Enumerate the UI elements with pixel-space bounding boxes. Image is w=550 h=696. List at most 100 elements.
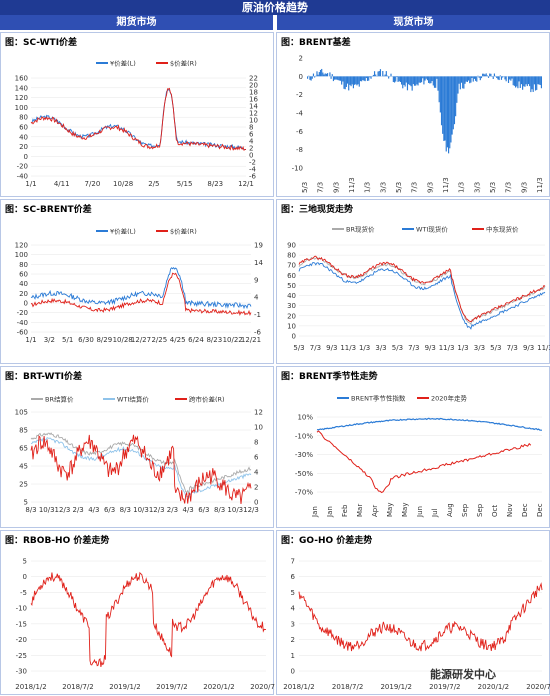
basis-bar bbox=[456, 76, 457, 103]
y-tick-label: -70% bbox=[295, 489, 313, 497]
basis-bar bbox=[368, 76, 369, 80]
x-tick-label: 2020/7/2 bbox=[526, 683, 550, 691]
basis-bar bbox=[323, 74, 324, 76]
basis-bar bbox=[443, 76, 444, 141]
basis-bar bbox=[497, 76, 498, 79]
basis-bar bbox=[374, 71, 375, 76]
y2-tick-label: 6 bbox=[254, 454, 259, 462]
y-tick-label: 40 bbox=[19, 133, 28, 141]
x-tick-label: 9/3 bbox=[523, 344, 534, 352]
basis-bar bbox=[502, 76, 503, 77]
x-tick-label: 7/3 bbox=[408, 344, 419, 352]
basis-bar bbox=[513, 76, 514, 85]
basis-bar bbox=[510, 76, 511, 80]
x-tick-label: 4/25 bbox=[170, 336, 186, 344]
basis-bar bbox=[401, 76, 402, 84]
basis-bar bbox=[430, 76, 431, 83]
y-tick-label: 45 bbox=[19, 463, 28, 471]
basis-bar bbox=[354, 76, 355, 84]
x-tick-label: 11/3 bbox=[348, 177, 356, 193]
y-tick-label: 7 bbox=[291, 558, 295, 566]
basis-bar bbox=[466, 76, 467, 81]
futures-section-header: 期货市场 bbox=[0, 15, 273, 30]
x-tick-label: 10/3 bbox=[39, 506, 55, 514]
basis-bar bbox=[457, 76, 458, 93]
basis-bar bbox=[406, 76, 407, 82]
basis-bar bbox=[541, 76, 542, 88]
basis-bar bbox=[461, 76, 462, 82]
basis-bar bbox=[434, 76, 435, 87]
y-tick-label: 5 bbox=[23, 558, 27, 566]
x-tick-label: 8/29 bbox=[96, 336, 112, 344]
basis-bar bbox=[540, 76, 541, 85]
basis-bar bbox=[415, 76, 416, 85]
x-tick-label: 11/3 bbox=[536, 177, 544, 193]
basis-bar bbox=[365, 76, 366, 81]
basis-bar bbox=[347, 76, 348, 83]
basis-bar bbox=[506, 76, 507, 81]
y-tick-label: -5 bbox=[20, 589, 27, 597]
basis-bar bbox=[311, 76, 312, 80]
basis-bar bbox=[407, 76, 408, 90]
x-tick-label: 8/3 bbox=[214, 506, 225, 514]
basis-bar bbox=[409, 76, 410, 85]
y-tick-label: 2 bbox=[299, 55, 303, 63]
x-tick-label: 8/23 bbox=[206, 336, 222, 344]
basis-bar bbox=[423, 76, 424, 84]
basis-bar bbox=[309, 76, 310, 80]
y-tick-label: 1 bbox=[291, 652, 295, 660]
x-tick-label: 6/24 bbox=[188, 336, 204, 344]
basis-bar bbox=[338, 76, 339, 80]
basis-bar bbox=[412, 76, 413, 90]
x-tick-label: 11/3 bbox=[439, 344, 455, 352]
basis-bar bbox=[459, 76, 460, 83]
basis-bar bbox=[315, 76, 316, 77]
basis-bar bbox=[449, 76, 450, 148]
x-tick-label: 4/3 bbox=[88, 506, 99, 514]
basis-bar bbox=[403, 76, 404, 85]
basis-bar bbox=[516, 76, 517, 86]
basis-bar bbox=[321, 69, 322, 76]
x-tick-label: Aug bbox=[446, 503, 454, 517]
basis-bar bbox=[325, 73, 326, 76]
basis-bar bbox=[379, 71, 380, 76]
legend-label: ¥价差(L) bbox=[110, 59, 136, 68]
basis-bar bbox=[531, 76, 532, 89]
y-tick-label: 140 bbox=[15, 84, 28, 92]
series-line-go-ho bbox=[299, 584, 542, 651]
y-tick-label: -20 bbox=[17, 163, 28, 171]
basis-bar bbox=[528, 76, 529, 84]
x-tick-label: 7/3 bbox=[507, 344, 518, 352]
basis-bar bbox=[312, 76, 313, 78]
x-tick-label: Jul bbox=[431, 508, 439, 518]
y-tick-label: 120 bbox=[15, 242, 28, 250]
basis-bar bbox=[493, 76, 494, 79]
y-tick-label: 3 bbox=[291, 620, 295, 628]
x-tick-label: 12/3 bbox=[55, 506, 71, 514]
basis-bar bbox=[327, 73, 328, 76]
x-tick-label: 6/30 bbox=[78, 336, 94, 344]
basis-bar bbox=[536, 76, 537, 90]
basis-bar bbox=[417, 76, 418, 85]
basis-bar bbox=[414, 76, 415, 85]
basis-bar bbox=[450, 76, 451, 142]
legend-label: BRENT季节性指数 bbox=[351, 394, 406, 403]
x-tick-label: 10/22 bbox=[223, 336, 243, 344]
basis-bar bbox=[489, 74, 490, 77]
y-tick-label: 5 bbox=[291, 589, 295, 597]
basis-bar bbox=[416, 76, 417, 84]
basis-bar bbox=[482, 74, 483, 77]
basis-bar bbox=[432, 76, 433, 81]
basis-bar bbox=[393, 76, 394, 82]
series-line-seasonal bbox=[317, 418, 542, 430]
basis-bar bbox=[422, 76, 423, 78]
basis-bar bbox=[476, 76, 477, 81]
x-tick-label: 1/3 bbox=[458, 182, 466, 193]
basis-bar bbox=[410, 76, 411, 86]
y-tick-label: 100 bbox=[15, 251, 28, 259]
x-tick-label: 2018/7/2 bbox=[62, 683, 93, 691]
x-tick-label: 9/3 bbox=[332, 182, 340, 193]
basis-bar bbox=[530, 76, 531, 92]
basis-bar bbox=[318, 75, 319, 77]
